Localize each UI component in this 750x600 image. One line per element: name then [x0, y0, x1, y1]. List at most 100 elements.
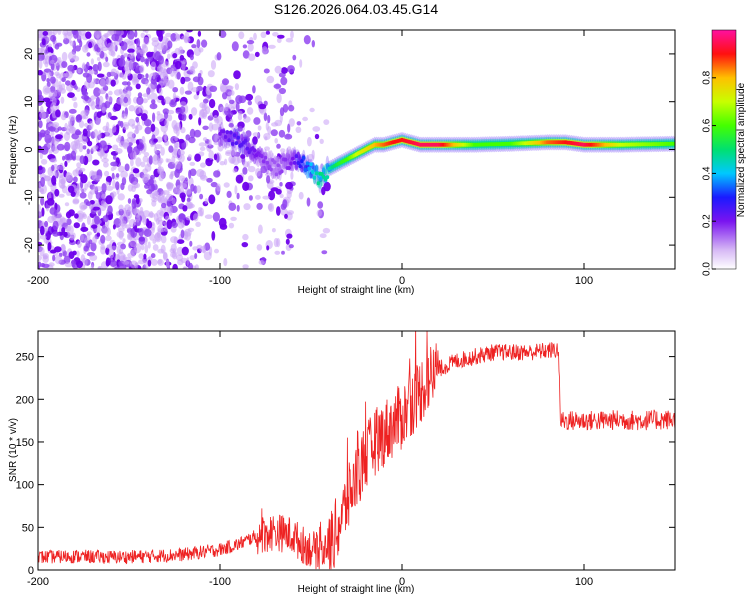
- heatmap-noise-blob: [227, 95, 232, 101]
- heatmap-noise-blob: [178, 175, 186, 181]
- heatmap-noise-blob: [135, 157, 142, 167]
- heatmap-noise-blob: [40, 158, 48, 165]
- heatmap-noise-blob: [95, 115, 101, 126]
- heatmap-noise-blob: [143, 152, 150, 157]
- heatmap-noise-blob: [111, 172, 115, 180]
- heatmap-noise-blob: [168, 206, 173, 216]
- heatmap-noise-blob: [270, 187, 279, 192]
- heatmap-ridge-cell: [265, 160, 270, 165]
- heatmap-noise-blob: [277, 34, 285, 39]
- heatmap-noise-blob: [86, 61, 90, 70]
- heatmap-noise-blob: [196, 39, 201, 49]
- heatmap-noise-blob: [193, 129, 202, 138]
- heatmap-noise-blob: [189, 168, 197, 177]
- heatmap-noise-blob: [295, 126, 302, 133]
- heatmap-noise-blob: [187, 154, 192, 159]
- heatmap-noise-blob: [144, 119, 152, 127]
- heatmap-noise-blob: [158, 157, 164, 164]
- heatmap-noise-blob: [231, 41, 239, 52]
- heatmap-noise-blob: [263, 68, 270, 74]
- heatmap-noise-blob: [127, 59, 134, 70]
- heatmap-noise-blob: [81, 136, 88, 145]
- heatmap-noise-blob: [189, 255, 196, 261]
- heatmap-noise-blob: [90, 264, 94, 269]
- heatmap-noise-blob: [201, 39, 208, 48]
- heatmap-noise-blob: [170, 33, 177, 42]
- heatmap-noise-blob: [213, 170, 221, 178]
- heatmap-noise-blob: [198, 117, 202, 126]
- heatmap-noise-blob: [303, 35, 311, 45]
- heatmap-noise-blob: [77, 68, 81, 74]
- heatmap-noise-blob: [194, 153, 202, 162]
- heatmap-noise-blob: [76, 260, 83, 269]
- heatmap-noise-blob: [65, 128, 71, 135]
- heatmap-noise-blob: [157, 224, 164, 233]
- heatmap-noise-blob: [228, 222, 235, 229]
- heatmap-noise-blob: [62, 155, 66, 161]
- heatmap-noise-blob: [271, 122, 279, 127]
- heatmap-ridge-cell: [263, 155, 268, 160]
- heatmap-noise-blob: [191, 44, 197, 49]
- heatmap-noise-blob: [192, 213, 199, 222]
- heatmap-noise-blob: [54, 188, 60, 197]
- heatmap-noise-blob: [157, 166, 165, 175]
- heatmap-noise-blob: [191, 107, 198, 116]
- heatmap-noise-blob: [50, 183, 57, 192]
- heatmap-noise-blob: [115, 181, 120, 191]
- heatmap-noise-blob: [142, 98, 148, 104]
- heatmap-noise-blob: [77, 240, 82, 248]
- heatmap-noise-blob: [208, 139, 212, 147]
- heatmap-noise-blob: [284, 133, 293, 140]
- heatmap-noise-blob: [81, 63, 86, 70]
- heatmap-noise-blob: [165, 32, 172, 38]
- heatmap-noise-blob: [252, 85, 256, 94]
- heatmap-noise-blob: [261, 46, 268, 55]
- heatmap-noise-blob: [172, 53, 178, 59]
- heatmap-noise-blob: [247, 42, 254, 52]
- heatmap-noise-blob: [101, 193, 107, 200]
- heatmap-ridge-cell: [314, 171, 319, 176]
- snr-frame: [37, 330, 676, 571]
- heatmap-noise-blob: [112, 124, 117, 133]
- heatmap-noise-blob: [54, 43, 60, 50]
- heatmap-noise-blob: [286, 190, 292, 199]
- heatmap-noise-blob: [78, 142, 84, 153]
- heatmap-noise-blob: [56, 73, 61, 79]
- heatmap-noise-blob: [118, 71, 124, 78]
- heatmap-noise-blob: [306, 197, 311, 207]
- heatmap-noise-blob: [146, 51, 153, 58]
- heatmap-noise-blob: [127, 184, 133, 192]
- heatmap-ridge-cell: [316, 181, 321, 186]
- heatmap-noise-blob: [285, 181, 294, 190]
- heatmap-noise-blob: [199, 146, 206, 151]
- heatmap-noise-blob: [151, 99, 156, 105]
- heatmap-noise-blob: [44, 133, 52, 144]
- heatmap-noise-blob: [90, 242, 97, 252]
- heatmap-noise-blob: [72, 198, 80, 204]
- heatmap-noise-blob: [188, 169, 192, 179]
- heatmap-noise-blob: [220, 85, 228, 93]
- heatmap-noise-blob: [74, 85, 78, 90]
- heatmap-noise-blob: [262, 195, 271, 200]
- heatmap-noise-blob: [238, 95, 247, 104]
- heatmap-noise-blob: [170, 243, 177, 253]
- heatmap-noise-blob: [182, 205, 188, 212]
- heatmap-noise-blob: [254, 51, 260, 58]
- heatmap-noise-blob: [323, 181, 331, 192]
- heatmap-noise-blob: [38, 210, 42, 216]
- colorbar-tick-label: 0.8: [702, 70, 713, 84]
- heatmap-noise-blob: [162, 108, 170, 115]
- heatmap-noise-blob: [197, 30, 202, 37]
- heatmap-ridge-cell: [291, 156, 295, 161]
- heatmap-noise-blob: [158, 173, 164, 182]
- heatmap-noise-blob: [111, 33, 120, 42]
- heatmap-noise-blob: [208, 122, 214, 132]
- heatmap-noise-blob: [165, 259, 170, 268]
- colorbar-tick-label: 0.2: [702, 214, 713, 228]
- heatmap-y-tick-label: 10: [23, 96, 35, 108]
- heatmap-noise-blob: [180, 229, 185, 239]
- heatmap-noise-blob: [203, 98, 209, 104]
- snr-plot-area: [38, 331, 675, 570]
- heatmap-noise-blob: [71, 133, 79, 140]
- heatmap-noise-blob: [137, 142, 145, 151]
